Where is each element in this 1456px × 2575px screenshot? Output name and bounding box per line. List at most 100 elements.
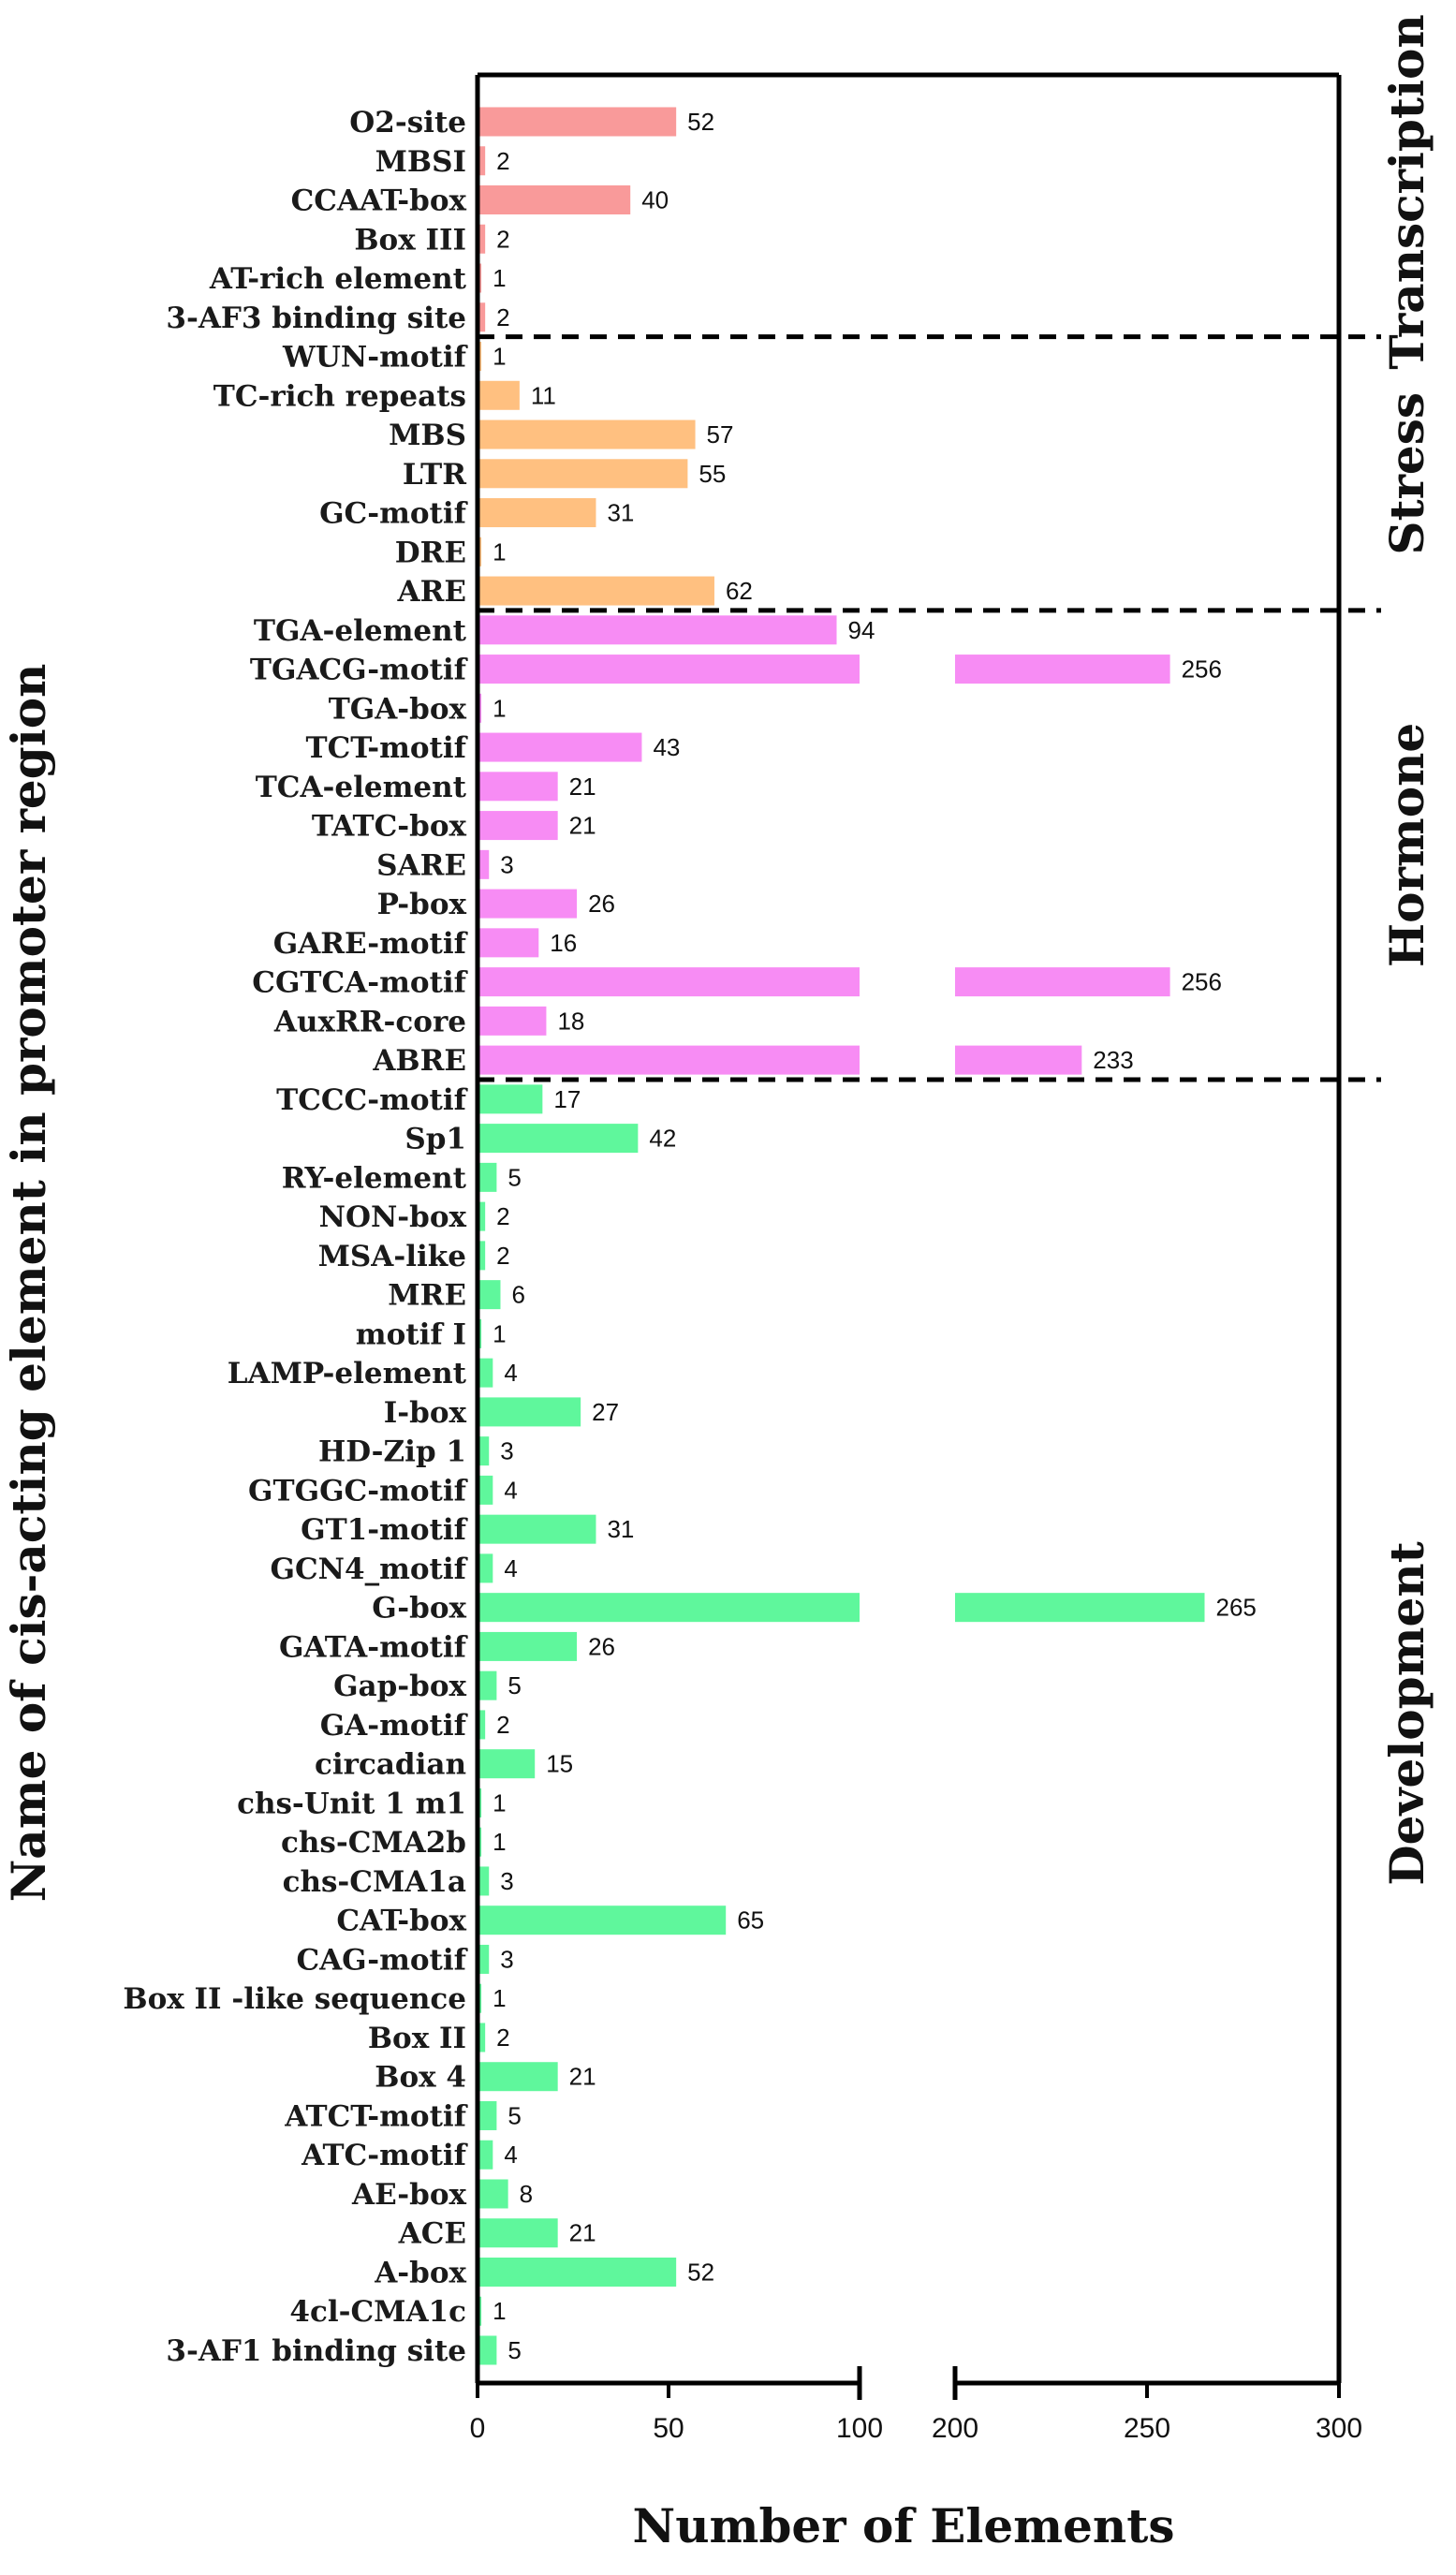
category-label-lamp-element: LAMP-element <box>228 1357 467 1390</box>
value-label-auxrr-core: 18 <box>557 1007 584 1035</box>
value-label-4cl-cma1c: 1 <box>493 2297 506 2325</box>
category-label-hd-zip-1: HD-Zip 1 <box>318 1435 466 1469</box>
category-label-chs-unit-1-m1: chs-Unit 1 m1 <box>237 1787 466 1820</box>
bar-lamp-element <box>478 1358 493 1388</box>
value-label-o2-site: 52 <box>687 108 714 136</box>
bar-mbsi <box>478 146 486 176</box>
category-label-a-box: A-box <box>374 2256 466 2289</box>
bar-box-iii <box>478 224 486 254</box>
value-label-tga-element: 94 <box>848 616 875 644</box>
category-label-3-af1-binding-site: 3-AF1 binding site <box>166 2334 466 2368</box>
bar-gata-motif <box>478 1631 578 1661</box>
value-label-gare-motif: 16 <box>550 929 577 957</box>
y-axis-title: Name of cis-acting element in promoter r… <box>1 664 56 1903</box>
category-label-i-box: I-box <box>384 1396 467 1430</box>
value-label-mre: 6 <box>511 1281 524 1309</box>
value-label-box-ii-like-sequence: 1 <box>493 1984 506 2012</box>
bar-atc-motif <box>478 2140 493 2170</box>
category-label-box-ii-like-sequence: Box II -like sequence <box>123 1982 466 2016</box>
bar-gtggc-motif <box>478 1475 493 1505</box>
value-label-mbs: 57 <box>707 420 734 449</box>
bar-mbs <box>478 419 696 449</box>
bar-gare-motif <box>478 928 539 958</box>
value-label-non-box: 2 <box>496 1202 509 1230</box>
bar-tct-motif <box>478 732 642 762</box>
value-label-abre: 233 <box>1093 1046 1133 1074</box>
value-label-i-box: 27 <box>592 1398 619 1426</box>
bar-gt1-motif <box>478 1514 596 1544</box>
value-label-motif-i: 1 <box>493 1319 506 1347</box>
category-label-tga-box: TGA-box <box>329 692 467 726</box>
group-title-development: Development <box>1379 1541 1434 1886</box>
category-labels-layer: O2-site MBSI CCAAT-box Box III AT-rich eleme… <box>123 106 467 2368</box>
category-label-box-4: Box 4 <box>375 2061 466 2095</box>
category-label-mbsi: MBSI <box>375 145 466 179</box>
bar-atct-motif <box>478 2100 497 2130</box>
category-label-motif-i: motif I <box>356 1317 466 1351</box>
category-label-cag-motif: CAG-motif <box>296 1943 467 1977</box>
x-tick-label-50: 50 <box>653 2413 684 2444</box>
category-label-ae-box: AE-box <box>351 2178 466 2212</box>
category-label-tga-element: TGA-element <box>254 614 467 648</box>
category-label-dre: DRE <box>395 536 466 569</box>
bar-tca-element <box>478 772 558 802</box>
category-label-cat-box: CAT-box <box>336 1905 466 1938</box>
category-label-ltr: LTR <box>403 458 466 492</box>
category-label-box-ii: Box II <box>368 2022 466 2055</box>
bar-gc-motif <box>478 498 596 528</box>
bar-tccc-motif <box>478 1084 543 1114</box>
category-label-tca-element: TCA-element <box>256 771 467 804</box>
bar-sare <box>478 849 490 879</box>
bar-are <box>478 576 714 606</box>
value-label-gtggc-motif: 4 <box>504 1476 517 1504</box>
x-tick-label-0: 0 <box>470 2413 486 2444</box>
category-label-ga-motif: GA-motif <box>320 1709 468 1743</box>
value-label-mbsi: 2 <box>496 147 509 175</box>
category-label-gare-motif: GARE-motif <box>273 927 468 961</box>
bar-chs-cma1a <box>478 1866 490 1896</box>
value-label-g-box: 265 <box>1216 1594 1257 1622</box>
value-label-ry-element: 5 <box>507 1163 521 1191</box>
value-label-atct-motif: 5 <box>507 2101 521 2129</box>
value-label-chs-unit-1-m1: 1 <box>493 1788 506 1817</box>
bar-cag-motif <box>478 1944 490 1974</box>
value-label-3-af1-binding-site: 5 <box>507 2336 521 2364</box>
value-label-ga-motif: 2 <box>496 1711 509 1739</box>
bar-g-box-lower <box>478 1593 860 1623</box>
category-label-atct-motif: ATCT-motif <box>284 2099 467 2133</box>
value-label-p-box: 26 <box>588 890 615 918</box>
bar-ry-element <box>478 1162 497 1192</box>
category-label-ace: ACE <box>398 2217 466 2251</box>
bar-cgtca-motif-upper <box>955 967 1170 997</box>
value-label-a-box: 52 <box>687 2258 714 2286</box>
value-label-tc-rich-repeats: 11 <box>531 381 556 409</box>
category-label-wun-motif: WUN-motif <box>282 341 468 375</box>
value-label-chs-cma2b: 1 <box>493 1828 506 1856</box>
category-label-gcn4-motif: GCN4_motif <box>271 1552 468 1586</box>
bar-3-af1-binding-site <box>478 2335 497 2365</box>
value-label-ltr: 55 <box>699 460 726 488</box>
bar-tc-rich-repeats <box>478 380 520 410</box>
category-label-tct-motif: TCT-motif <box>306 731 468 765</box>
bar-abre-lower <box>478 1045 860 1075</box>
value-label-box-ii: 2 <box>496 2023 509 2052</box>
category-label-are: ARE <box>397 575 466 609</box>
category-label-gc-motif: GC-motif <box>319 497 468 531</box>
bar-box-ii <box>478 2023 486 2053</box>
value-label-cag-motif: 3 <box>500 1945 513 1973</box>
category-label-circadian: circadian <box>315 1748 466 1782</box>
category-label-mre: MRE <box>388 1279 466 1313</box>
category-label-box-iii: Box III <box>354 223 466 257</box>
value-label-wun-motif: 1 <box>493 343 506 371</box>
x-tick-label-200: 200 <box>932 2413 978 2444</box>
x-tick-label-300: 300 <box>1316 2413 1362 2444</box>
value-label-tatc-box: 21 <box>569 812 596 840</box>
value-label-tga-box: 1 <box>493 694 506 722</box>
category-label-abre: ABRE <box>372 1044 466 1078</box>
axis-layer: 0 50 100 200 250 300 Transcription Stress Hormon… <box>470 14 1434 2444</box>
value-label-box-iii: 2 <box>496 225 509 253</box>
bar-gap-box <box>478 1670 497 1700</box>
bar-tgacg-motif-upper <box>955 655 1170 684</box>
category-label-tatc-box: TATC-box <box>312 810 467 844</box>
